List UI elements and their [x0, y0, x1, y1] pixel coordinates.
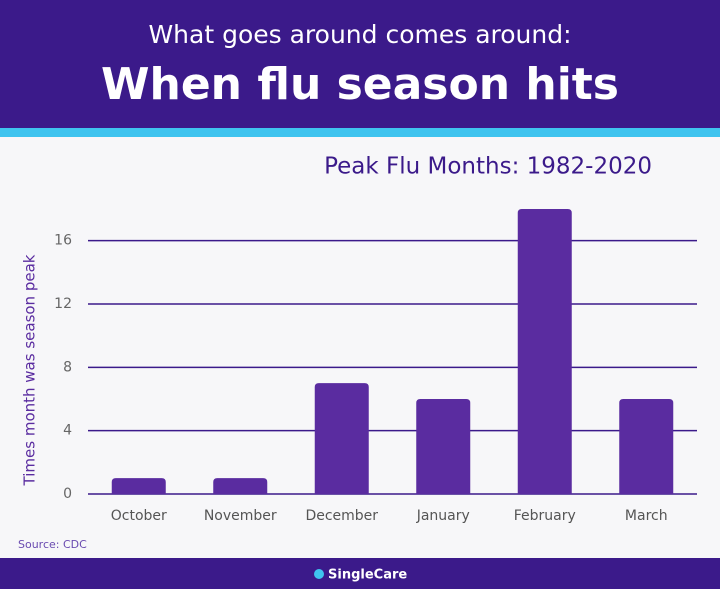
x-tick-label: November	[204, 508, 277, 524]
bar	[111, 478, 166, 494]
bar	[314, 383, 369, 494]
y-tick-label: 4	[63, 423, 72, 439]
bar	[619, 399, 674, 494]
y-tick-label: 16	[54, 233, 72, 249]
header-band	[0, 0, 720, 128]
header-subtitle: What goes around comes around:	[148, 20, 571, 49]
x-tick-label: December	[305, 508, 378, 524]
plot: 0 4 8 12 16 October November December January Feb…	[54, 209, 697, 524]
brand-logo	[314, 569, 324, 579]
bar	[416, 399, 471, 494]
footer-band	[0, 558, 720, 589]
y-tick-label: 0	[63, 486, 72, 502]
y-tick-label: 8	[63, 359, 72, 375]
x-tick-label: March	[625, 508, 668, 524]
source-note: Source: CDC	[18, 538, 87, 551]
header-stripe	[0, 128, 720, 137]
bar	[517, 209, 572, 494]
x-tick-label: February	[514, 508, 576, 524]
chart-title: Peak Flu Months: 1982-2020	[324, 154, 652, 180]
header-title: When flu season hits	[101, 59, 619, 110]
brand-name: SingleCare	[328, 568, 407, 583]
x-tick-label: January	[416, 508, 470, 524]
y-axis-label: Times month was season peak	[21, 254, 39, 486]
y-tick-label: 12	[54, 296, 72, 312]
bar	[213, 478, 268, 494]
x-tick-label: October	[111, 508, 167, 524]
